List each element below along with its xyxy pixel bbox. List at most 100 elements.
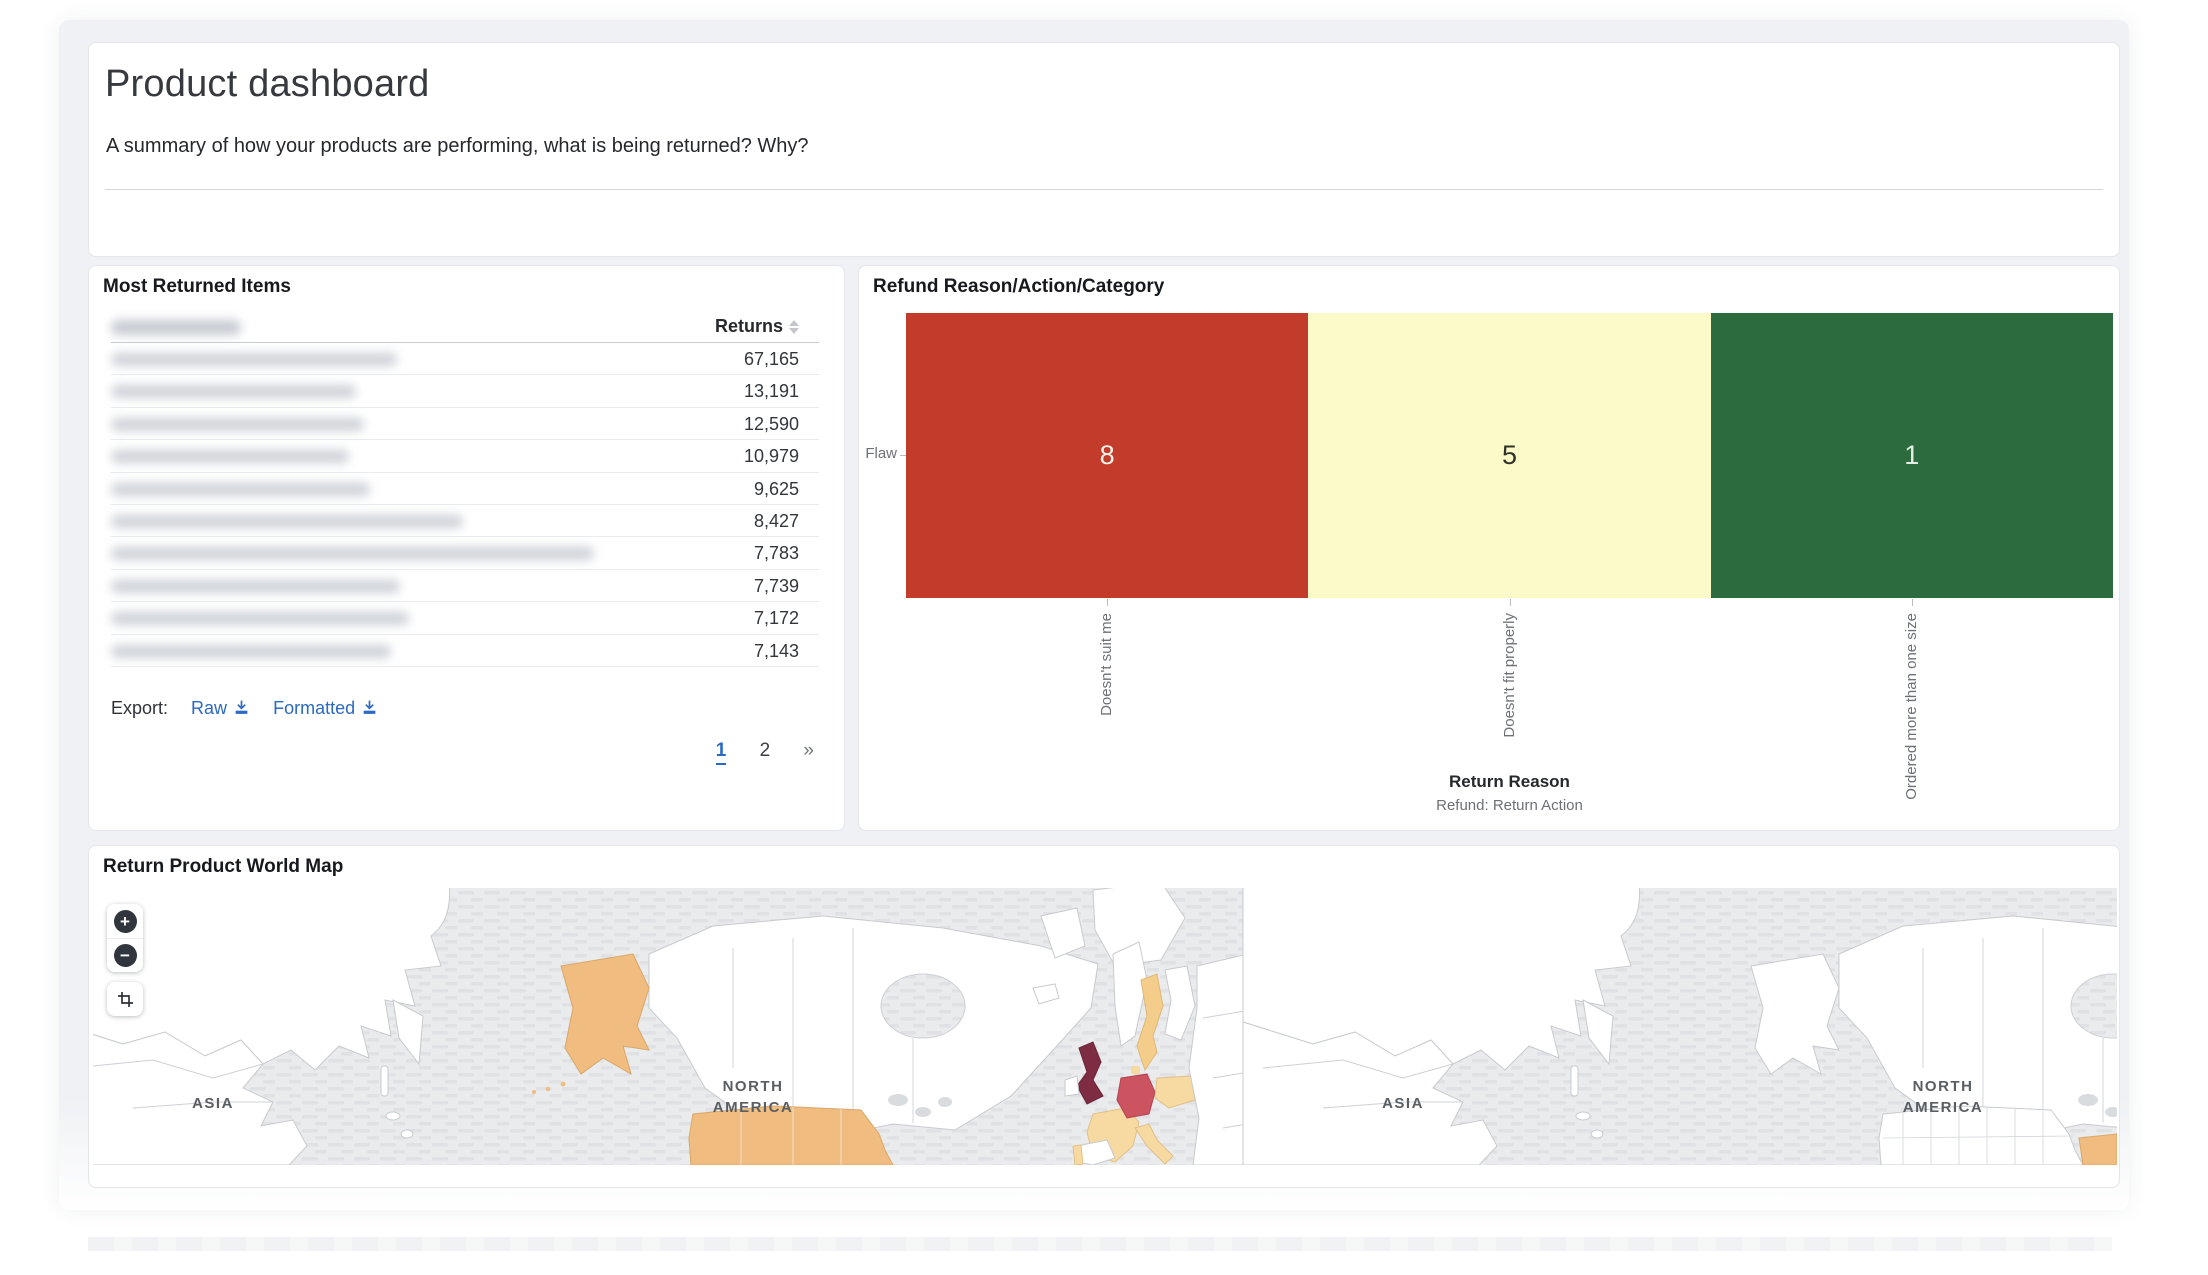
next-section-edge xyxy=(88,1237,2112,1251)
product-name-header-redacted xyxy=(111,320,241,335)
product-name-redacted xyxy=(111,353,397,366)
returns-value: 67,165 xyxy=(743,349,799,369)
country-finland xyxy=(1164,965,1196,1041)
zoom-in-button[interactable]: + xyxy=(107,904,143,938)
returns-header-label: Returns xyxy=(714,316,783,336)
panel-title-most-returned: Most Returned Items xyxy=(103,276,291,297)
map-label-line: NORTH xyxy=(722,1078,784,1095)
panel-title-world-map: Return Product World Map xyxy=(103,856,344,877)
heatmap-cell[interactable]: 5 xyxy=(1308,313,1711,598)
product-name-redacted xyxy=(111,612,409,626)
country-poland[interactable] xyxy=(1154,1075,1196,1109)
returns-value: 7,783 xyxy=(753,543,799,564)
sort-icon[interactable] xyxy=(789,320,799,335)
returns-value: 12,590 xyxy=(743,413,799,434)
country-germany[interactable] xyxy=(1116,1073,1156,1119)
table-row: 13,191 xyxy=(111,375,819,408)
crop-icon xyxy=(117,991,133,1007)
map-label-asia-2: ASIA xyxy=(1382,1095,1424,1112)
x-tick-label: Doesn't suit me xyxy=(1098,613,1116,716)
heatmap-cell[interactable]: 1 xyxy=(1710,313,2113,598)
product-name-redacted xyxy=(111,385,356,399)
dashboard-header-card: Product dashboard A summary of how your … xyxy=(88,42,2120,257)
page-subtitle: A summary of how your products are perfo… xyxy=(106,135,809,157)
product-name-redacted xyxy=(111,644,391,658)
returned-items-rows: 67,165 13,191 12,590 10,979 9,625 8,427 7,783 7… xyxy=(111,343,819,667)
table-row: 12,590 xyxy=(111,408,819,441)
table-row: 9,625 xyxy=(111,473,819,505)
returns-value: 8,427 xyxy=(753,510,799,531)
plus-icon: + xyxy=(113,909,137,933)
x-tick-label: Doesn't fit properly xyxy=(1500,613,1518,738)
country-united-states-alaska[interactable] xyxy=(560,953,650,1076)
page-title: Product dashboard xyxy=(105,63,430,105)
country-ireland xyxy=(1064,1075,1080,1097)
country-italy[interactable] xyxy=(1134,1123,1174,1165)
map-label-line: NORTH xyxy=(1912,1078,1974,1095)
most-returned-items-panel: Most Returned Items Returns 67,165 13,191… xyxy=(88,265,845,831)
minus-icon: − xyxy=(113,944,137,967)
pagination-next[interactable]: » xyxy=(803,740,814,761)
x-axis-subtitle: Refund: Return Action xyxy=(1436,797,1583,814)
country-denmark xyxy=(1131,1066,1140,1074)
export-formatted-link[interactable]: Formatted xyxy=(273,698,378,718)
download-icon xyxy=(363,700,376,714)
y-tick-label-flaw: Flaw xyxy=(865,445,897,462)
export-formatted-label: Formatted xyxy=(273,698,356,718)
pagination-page-2[interactable]: 2 xyxy=(759,740,771,761)
product-name-redacted xyxy=(111,482,370,496)
returns-value: 7,143 xyxy=(753,640,799,661)
header-divider xyxy=(105,189,2103,190)
returns-value: 9,625 xyxy=(753,478,799,499)
export-row: Export: Raw Formatted xyxy=(111,698,378,719)
map-label-north-america-1: NORTH AMERICA xyxy=(713,1076,794,1118)
returns-column-header[interactable]: Returns xyxy=(715,316,799,337)
world-map[interactable]: ASIA NORTH AMERICA ASIA NORTH AMERICA xyxy=(93,888,2117,1184)
map-label-asia-1: ASIA xyxy=(192,1095,234,1112)
heatmap-cell[interactable]: 8 xyxy=(906,313,1309,598)
x-tick-mark xyxy=(1509,599,1511,606)
table-header-row: Returns xyxy=(111,312,819,342)
returns-value: 13,191 xyxy=(743,381,799,402)
product-name-redacted xyxy=(111,547,594,561)
country-sweden[interactable] xyxy=(1136,973,1164,1072)
crop-select-button[interactable] xyxy=(107,982,143,1016)
zoom-out-button[interactable]: − xyxy=(107,938,143,972)
product-name-redacted xyxy=(111,514,463,528)
table-row: 67,165 xyxy=(111,343,819,376)
panel-title-refund-reason: Refund Reason/Action/Category xyxy=(873,276,1165,297)
x-tick-mark xyxy=(1107,599,1109,606)
world-map-svg xyxy=(93,888,2117,1166)
country-united-states[interactable] xyxy=(688,1105,894,1166)
table-row: 7,143 xyxy=(111,635,819,667)
map-controls: + − xyxy=(107,904,143,1016)
download-icon xyxy=(235,700,248,714)
country-norway xyxy=(1112,941,1148,1047)
export-label: Export: xyxy=(111,698,169,718)
table-row: 10,979 xyxy=(111,440,819,473)
map-label-line: AMERICA xyxy=(712,1099,794,1116)
pagination-page-1[interactable]: 1 xyxy=(715,740,727,765)
export-raw-link[interactable]: Raw xyxy=(191,698,250,718)
returns-value: 7,172 xyxy=(753,608,799,629)
x-axis-title: Return Reason xyxy=(1449,772,1570,791)
export-raw-label: Raw xyxy=(191,698,228,718)
returns-value: 10,979 xyxy=(743,446,799,467)
country-united-states-wrap[interactable] xyxy=(2078,1133,2117,1166)
product-name-redacted xyxy=(111,579,400,593)
product-name-redacted xyxy=(111,450,349,464)
map-label-north-america-2: NORTH AMERICA xyxy=(1903,1076,1984,1118)
x-tick-mark xyxy=(1911,599,1913,606)
table-row: 7,783 xyxy=(111,537,819,570)
returns-value: 7,739 xyxy=(753,575,799,596)
dashboard-container: Product dashboard A summary of how your … xyxy=(59,20,2129,1210)
table-row: 7,739 xyxy=(111,570,819,603)
table-row: 7,172 xyxy=(111,602,819,635)
pagination: 1 2 » xyxy=(688,740,814,765)
product-name-redacted xyxy=(111,417,364,431)
country-portugal[interactable] xyxy=(1072,1144,1084,1166)
y-tick-mark xyxy=(900,455,906,456)
table-header-divider xyxy=(111,342,819,343)
country-united-kingdom[interactable] xyxy=(1076,1041,1104,1105)
